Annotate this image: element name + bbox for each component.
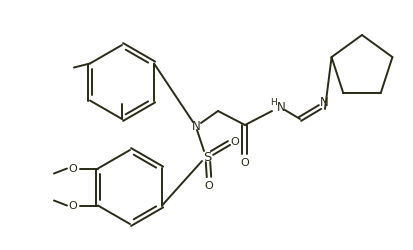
Text: O: O [230, 136, 239, 146]
Text: O: O [69, 164, 77, 174]
Text: N: N [276, 101, 285, 114]
Text: O: O [69, 201, 77, 211]
Text: O: O [204, 180, 213, 190]
Text: H: H [270, 98, 277, 107]
Text: S: S [202, 151, 211, 164]
Text: O: O [240, 157, 249, 167]
Text: N: N [191, 119, 200, 132]
Text: N: N [319, 96, 328, 109]
